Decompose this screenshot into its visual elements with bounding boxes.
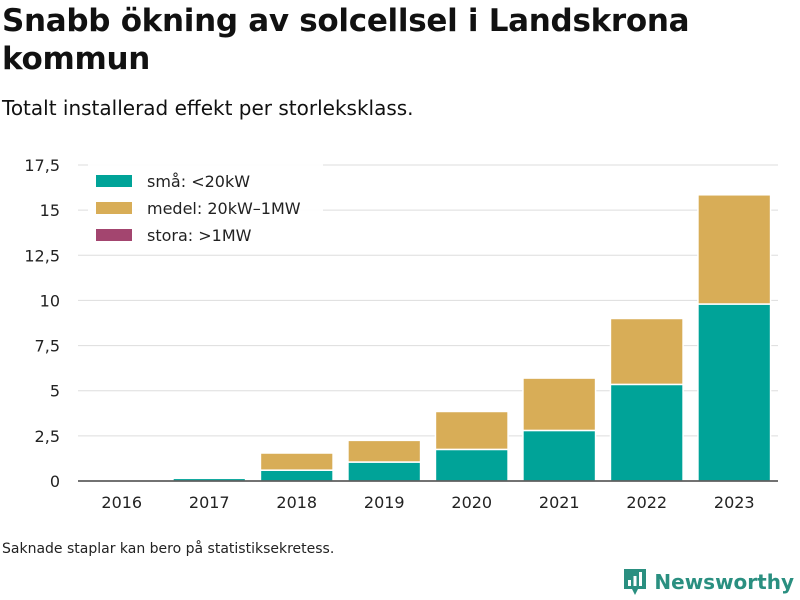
y-tick-label: 15: [40, 201, 60, 220]
bars-layer: [84, 194, 772, 482]
x-tick-label: 2022: [626, 493, 667, 512]
bar-segment-2023-series-1: [697, 194, 772, 305]
y-tick-label: 5: [50, 382, 60, 401]
x-tick-label: 2018: [276, 493, 317, 512]
bar-segment-2020-series-0: [434, 448, 509, 482]
y-tick-label: 2,5: [35, 427, 60, 446]
footnote: Saknade staplar kan bero på statistiksek…: [2, 541, 335, 557]
y-tick-label: 12,5: [24, 246, 60, 265]
x-tick-label: 2017: [189, 493, 230, 512]
bar-segment-2022-series-1: [609, 317, 684, 386]
bar-segment-2023-series-0: [697, 303, 772, 482]
x-tick-label: 2019: [364, 493, 405, 512]
legend-label: stora: >1MW: [147, 226, 252, 245]
brand-name: Newsworthy: [654, 570, 794, 594]
legend-swatch: [96, 175, 132, 187]
bar-segment-2022-series-0: [609, 383, 684, 482]
newsworthy-logo-icon: [624, 569, 647, 595]
brand-logo: Newsworthy: [622, 567, 794, 597]
legend-swatch: [96, 202, 132, 214]
x-tick-label: 2021: [539, 493, 580, 512]
y-tick-label: 0: [50, 472, 60, 491]
axis-layer: 0 2,5 5 7,5 10 12,5 15 17,5 2016 2017 2018 2019 2020…: [24, 156, 778, 512]
bar-segment-2018-series-1: [259, 452, 334, 471]
chart-subtitle: Totalt installerad effekt per storlekskl…: [2, 96, 414, 120]
bar-segment-2019-series-0: [347, 461, 422, 482]
y-tick-label: 17,5: [24, 156, 60, 175]
bar-segment-2020-series-1: [434, 410, 509, 451]
x-tick-label: 2020: [451, 493, 492, 512]
bar-segment-2019-series-1: [347, 439, 422, 463]
legend-label: medel: 20kW–1MW: [147, 199, 301, 218]
bar-segment-2021-series-1: [522, 377, 597, 432]
chart-title: Snabb ökning av solcellsel i Landskrona …: [2, 3, 690, 77]
y-tick-label: 7,5: [35, 337, 60, 356]
y-tick-label: 10: [40, 291, 60, 310]
x-tick-label: 2023: [714, 493, 755, 512]
x-tick-label: 2016: [101, 493, 142, 512]
legend: små: <20kW medel: 20kW–1MW stora: >1MW: [88, 160, 323, 250]
stacked-bar-chart: 0 2,5 5 7,5 10 12,5 15 17,5 2016 2017 2018 2019 2020…: [24, 156, 778, 512]
bar-segment-2018-series-0: [259, 469, 334, 482]
legend-label: små: <20kW: [147, 172, 250, 191]
legend-swatch: [96, 229, 132, 241]
bar-segment-2021-series-0: [522, 429, 597, 482]
